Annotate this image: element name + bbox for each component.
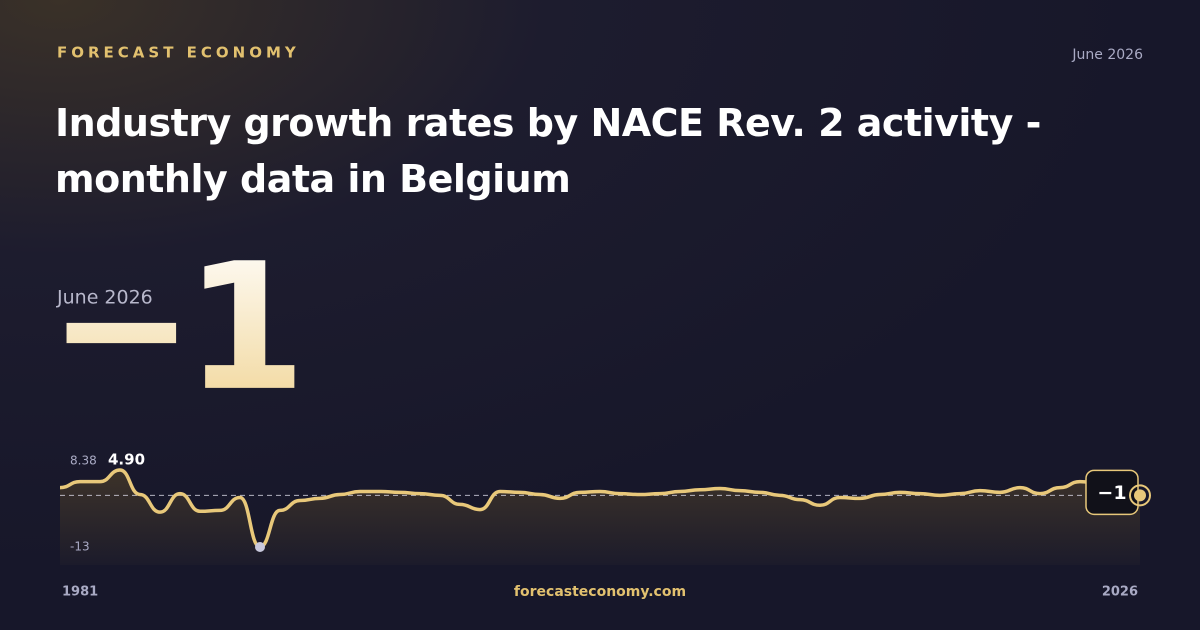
y-tick-label: -13 <box>70 540 90 554</box>
headline-label: June 2026 <box>56 287 153 309</box>
date: June 2026 <box>1071 47 1143 63</box>
headline-value: −1 <box>48 227 296 430</box>
title: Industry growth rates by NACE Rev. 2 act… <box>55 101 1041 201</box>
brand: FORECAST ECONOMY <box>57 44 300 62</box>
peak-label: 4.90 <box>108 450 145 468</box>
x-label: 1981 <box>62 585 98 600</box>
latest-point <box>1134 489 1146 502</box>
min-point <box>255 542 265 552</box>
y-tick-label: 8.38 <box>70 454 97 468</box>
x-label: 2026 <box>1102 585 1138 600</box>
area <box>60 469 1140 565</box>
latest-label: −1 <box>1097 482 1126 504</box>
line <box>59 468 1141 549</box>
footer: forecasteconomy.com <box>514 584 686 600</box>
latest-ring <box>1129 484 1151 507</box>
title-box: Industry growth rates by NACE Rev. 2 act… <box>55 101 1041 201</box>
chart: 8.38 -13 4.90 −1 1981 2026 <box>59 450 1151 600</box>
